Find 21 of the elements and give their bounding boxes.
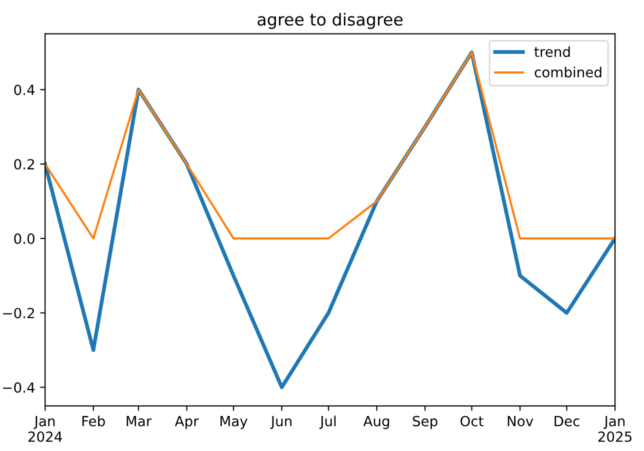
- y-tick-label: 0.0: [14, 233, 34, 244]
- y-tick-label: 0.2: [14, 159, 34, 170]
- x-tick-label: Feb: [82, 416, 105, 426]
- x-tick-label: Nov: [508, 416, 534, 426]
- y-tick-label: −0.4: [3, 382, 35, 393]
- x-tick-label: Sep: [412, 416, 438, 430]
- x-tick-label: Oct: [460, 416, 484, 426]
- x-tick-label: Jan 2024: [28, 416, 62, 442]
- y-tick-label: −0.2: [3, 308, 34, 318]
- y-tick-label: 0.4: [14, 84, 35, 96]
- x-tick-label: Mar: [126, 416, 152, 426]
- legend-label: combined: [534, 66, 602, 78]
- x-tick-label: Dec: [554, 416, 580, 426]
- x-tick-label: Jul: [319, 416, 336, 429]
- x-tick-label: Jan 2025: [598, 416, 632, 442]
- chart-title: agree to disagree: [258, 12, 403, 29]
- legend-label: trend: [534, 46, 570, 58]
- x-tick-label: Jun: [270, 416, 292, 429]
- x-tick-label: May: [220, 416, 248, 430]
- x-tick-label: Aug: [363, 416, 390, 430]
- x-tick-label: Apr: [174, 416, 199, 430]
